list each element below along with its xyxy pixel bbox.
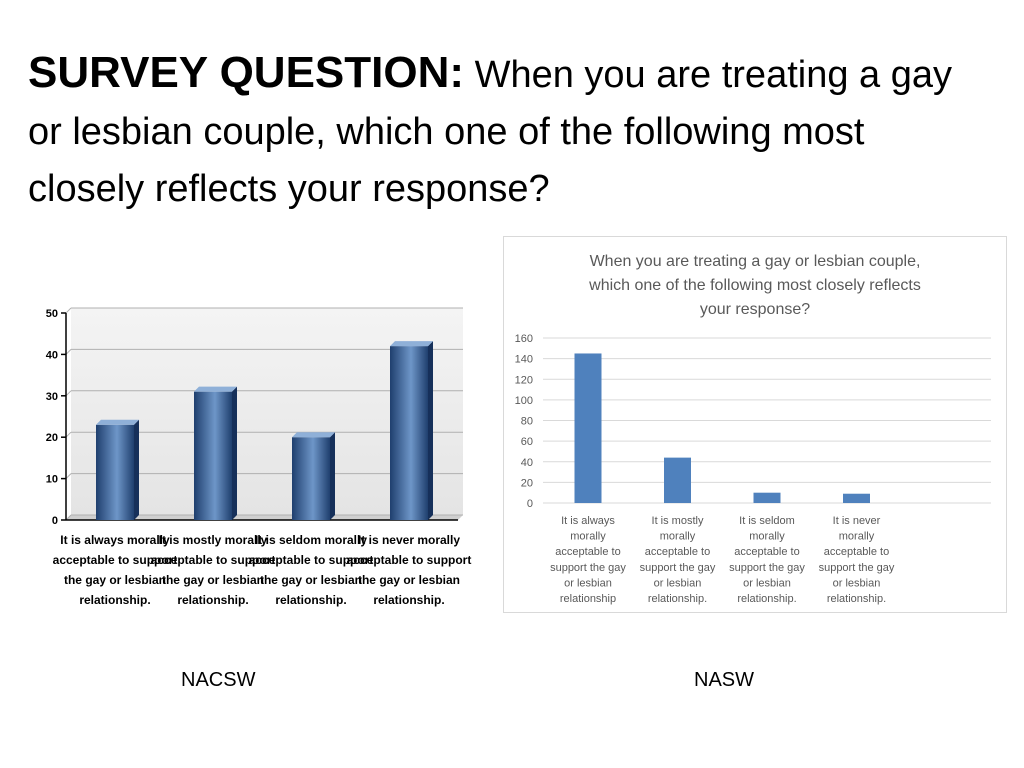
y-tick-label: 100: [515, 395, 533, 407]
y-tick-label: 10: [46, 474, 58, 486]
bar: [390, 346, 428, 520]
x-category-label: morally: [749, 531, 785, 543]
x-category-label: relationship.: [177, 593, 248, 607]
x-category-label: relationship.: [737, 593, 796, 605]
y-tick-label: 80: [521, 416, 533, 428]
bar-top: [96, 419, 139, 425]
gridline-diagonal: [65, 390, 72, 397]
nasw-caption: NASW: [694, 669, 754, 691]
x-category-label: acceptable to support: [347, 553, 472, 567]
x-category-label: relationship.: [79, 593, 150, 607]
y-tick-label: 40: [46, 349, 58, 361]
slide-title-question: When you are treating a gay or lesbian c…: [28, 54, 952, 210]
x-category-label: the gay or lesbian: [260, 573, 362, 587]
x-category-label: or lesbian: [564, 577, 612, 589]
x-category-label: morally: [660, 531, 696, 543]
x-category-label: acceptable to support: [249, 553, 374, 567]
x-category-label: or lesbian: [743, 577, 791, 589]
chart-title: When you are treating a gay or lesbian c…: [590, 253, 921, 270]
slide-title: SURVEY QUESTION: When you are treating a…: [28, 44, 988, 218]
bar-top: [390, 341, 433, 347]
gridline-diagonal: [65, 349, 72, 355]
x-category-label: acceptable to support: [151, 553, 276, 567]
y-tick-label: 20: [521, 477, 533, 489]
nacsw-bar-chart: 0 10 20 30 40 50 It is always morally acceptabl…: [46, 307, 471, 607]
bar-side: [428, 341, 433, 520]
bar-top: [194, 386, 237, 392]
y-tick-label: 60: [521, 436, 533, 448]
gridline-diagonal: [65, 473, 72, 479]
x-category-label: acceptable to support: [53, 553, 178, 567]
gridline-diagonal: [65, 431, 72, 438]
x-category-label: morally: [570, 531, 606, 543]
chart-floor: [66, 515, 463, 520]
x-category-label: acceptable to: [734, 546, 799, 558]
bar-side: [232, 386, 237, 520]
x-category-label: or lesbian: [654, 577, 702, 589]
x-category-label: the gay or lesbian: [162, 573, 264, 587]
x-category-label: relationship.: [827, 593, 886, 605]
x-category-label: morally: [839, 531, 875, 543]
y-tick-label: 160: [515, 333, 533, 345]
y-tick-label: 0: [527, 498, 533, 510]
y-tick-label: 20: [46, 432, 58, 444]
x-category-label: It is seldom morally: [255, 533, 367, 547]
x-category-label: relationship.: [648, 593, 707, 605]
bar: [574, 353, 602, 503]
slide-title-lead: SURVEY QUESTION:: [28, 48, 465, 97]
bar: [753, 492, 781, 503]
x-category-label: It is never: [833, 515, 881, 527]
x-category-label: the gay or lesbian: [64, 573, 166, 587]
y-tick-label: 120: [515, 374, 533, 386]
bar: [292, 437, 330, 520]
y-tick-label: 30: [46, 391, 58, 403]
x-category-label: It is mostly: [652, 515, 704, 527]
chart-title: your response?: [700, 301, 810, 318]
bar: [843, 493, 870, 503]
nacsw-caption: NACSW: [181, 669, 256, 691]
gridline-diagonal: [65, 307, 72, 314]
bar-side: [134, 419, 139, 520]
y-tick-label: 0: [52, 515, 58, 527]
bar: [664, 457, 691, 503]
x-category-label: support the gay: [550, 562, 626, 574]
x-category-label: It is never morally: [358, 533, 460, 547]
x-category-label: acceptable to: [645, 546, 710, 558]
bar-top: [292, 432, 335, 438]
gridline-diagonal: [65, 514, 72, 521]
x-category-label: relationship.: [373, 593, 444, 607]
x-category-label: support the gay: [729, 562, 805, 574]
bar: [194, 391, 232, 520]
bar: [96, 424, 134, 520]
y-tick-label: 50: [46, 308, 58, 320]
chart-title: which one of the following most closely …: [588, 277, 921, 294]
x-category-label: It is always morally: [60, 533, 170, 547]
x-category-label: relationship.: [275, 593, 346, 607]
x-category-label: It is seldom: [739, 515, 795, 527]
x-category-label: acceptable to: [824, 546, 889, 558]
y-tick-label: 140: [515, 354, 533, 366]
x-category-label: It is mostly morally: [159, 533, 268, 547]
bar-side: [330, 432, 335, 520]
x-category-label: support the gay: [819, 562, 895, 574]
x-category-label: acceptable to: [555, 546, 620, 558]
x-category-label: support the gay: [640, 562, 716, 574]
x-category-label: It is always: [561, 515, 615, 527]
y-tick-label: 40: [521, 457, 533, 469]
x-category-label: relationship: [560, 593, 616, 605]
x-category-label: the gay or lesbian: [358, 573, 460, 587]
nasw-bar-chart: When you are treating a gay or lesbian c…: [503, 236, 1007, 613]
x-category-label: or lesbian: [833, 577, 881, 589]
